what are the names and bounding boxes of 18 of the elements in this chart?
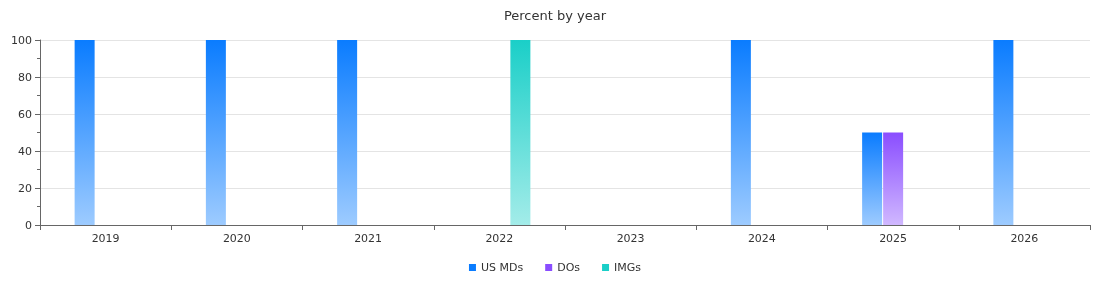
y-tick-label: 20 [18,181,32,195]
y-tick-label: 0 [25,218,32,232]
x-tick-label: 2021 [354,232,383,245]
x-tick-label: 2024 [747,232,776,245]
x-tick-label: 2023 [616,232,645,245]
y-tick-label: 80 [18,70,32,84]
x-tick-label: 2019 [91,232,120,245]
chart-title: Percent by year [503,8,607,23]
x-tick-label: 2025 [879,232,908,245]
y-tick-label: 100 [11,33,32,47]
legend-label: US MDs [480,261,524,274]
legend-label: DOs [557,261,581,274]
y-tick-label: 60 [18,107,32,121]
x-tick-label: 2022 [485,232,514,245]
y-tick-label: 40 [18,144,32,158]
x-tick-label: 2020 [222,232,251,245]
x-tick-label: 2026 [1010,232,1039,245]
legend-label: IMGs [614,261,642,274]
